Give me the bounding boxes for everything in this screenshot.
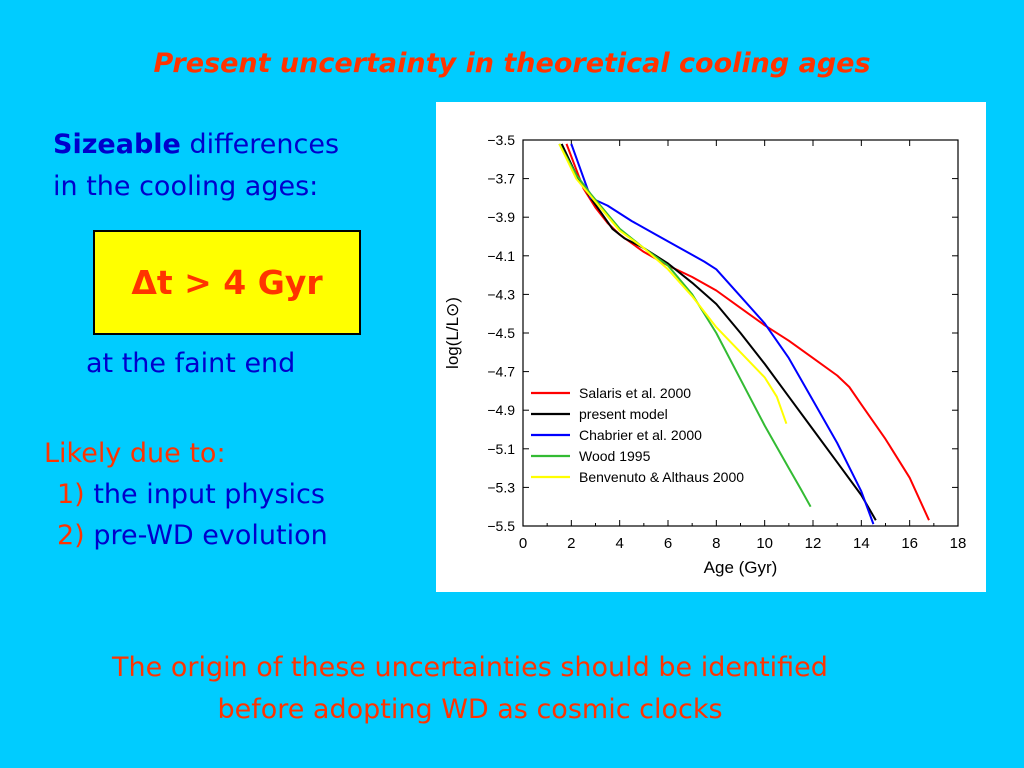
x-tick-label: 12 [805, 535, 822, 552]
intro-line-2: in the cooling ages: [53, 171, 319, 202]
series-line-4 [558, 143, 812, 508]
y-tick-label: −3.9 [487, 209, 515, 225]
x-tick-label: 4 [615, 535, 623, 552]
intro-line-1: Sizeable differences [53, 128, 339, 162]
y-tick-label: −4.9 [487, 402, 515, 418]
reason-2-number: 2) [57, 520, 85, 551]
intro-bold: Sizeable [53, 129, 181, 160]
reason-item-1: 1) the input physics [57, 478, 325, 512]
legend-label-1: Salaris et al. 2000 [579, 385, 691, 401]
cooling-age-chart: 0 2 4 6 8 10 12 14 16 18 −3.5 −3.7 −3.9 −4.1 −4.3 −4.5 −… [443, 132, 967, 577]
y-tick-label: −5.1 [487, 441, 515, 457]
series-line-2 [560, 143, 877, 521]
reason-1-number: 1) [57, 479, 85, 510]
x-tick-label: 18 [950, 535, 967, 552]
intro-rest: differences [189, 129, 340, 160]
legend-label-5: Benvenuto & Althaus 2000 [579, 469, 744, 485]
series-line-3 [570, 143, 875, 525]
y-axis-label: log(L/L⊙) [443, 297, 462, 369]
conclusion-line-1: The origin of these uncertainties should… [112, 652, 828, 683]
x-tick-label: 14 [853, 535, 870, 552]
legend-label-2: present model [579, 406, 668, 422]
y-tick-label: −3.7 [487, 171, 515, 187]
legend-label-3: Chabrier et al. 2000 [579, 427, 702, 443]
x-tick-label: 2 [567, 535, 575, 552]
y-tick-label: −4.7 [487, 364, 515, 380]
reason-1-text: the input physics [93, 479, 325, 510]
y-tick-label: −3.5 [487, 132, 515, 148]
x-tick-label: 16 [901, 535, 918, 552]
y-tick-label: −5.5 [487, 518, 515, 534]
slide-title: Present uncertainty in theoretical cooli… [153, 48, 871, 79]
x-tick-label: 0 [519, 535, 527, 552]
conclusion-line-2: before adopting WD as cosmic clocks [217, 694, 723, 725]
reason-item-2: 2) pre-WD evolution [57, 519, 328, 553]
faint-end-text: at the faint end [86, 348, 296, 379]
y-tick-label: −4.3 [487, 286, 515, 302]
x-tick-label: 8 [712, 535, 720, 552]
legend-label-4: Wood 1995 [579, 448, 651, 464]
y-tick-label: −5.3 [487, 479, 515, 495]
reason-2-text: pre-WD evolution [93, 520, 328, 551]
likely-heading: Likely due to: [44, 438, 226, 469]
delta-t-box: Δt > 4 Gyr [93, 230, 361, 335]
y-tick-label: −4.1 [487, 248, 515, 264]
x-tick-label: 6 [664, 535, 672, 552]
x-axis-label: Age (Gyr) [704, 558, 778, 577]
delta-t-text: Δt > 4 Gyr [131, 263, 323, 302]
y-tick-label: −4.5 [487, 325, 515, 341]
x-tick-label: 10 [756, 535, 773, 552]
cooling-age-chart-panel: 0 2 4 6 8 10 12 14 16 18 −3.5 −3.7 −3.9 −4.1 −4.3 −4.5 −… [436, 102, 986, 592]
series-line-5 [558, 143, 788, 425]
